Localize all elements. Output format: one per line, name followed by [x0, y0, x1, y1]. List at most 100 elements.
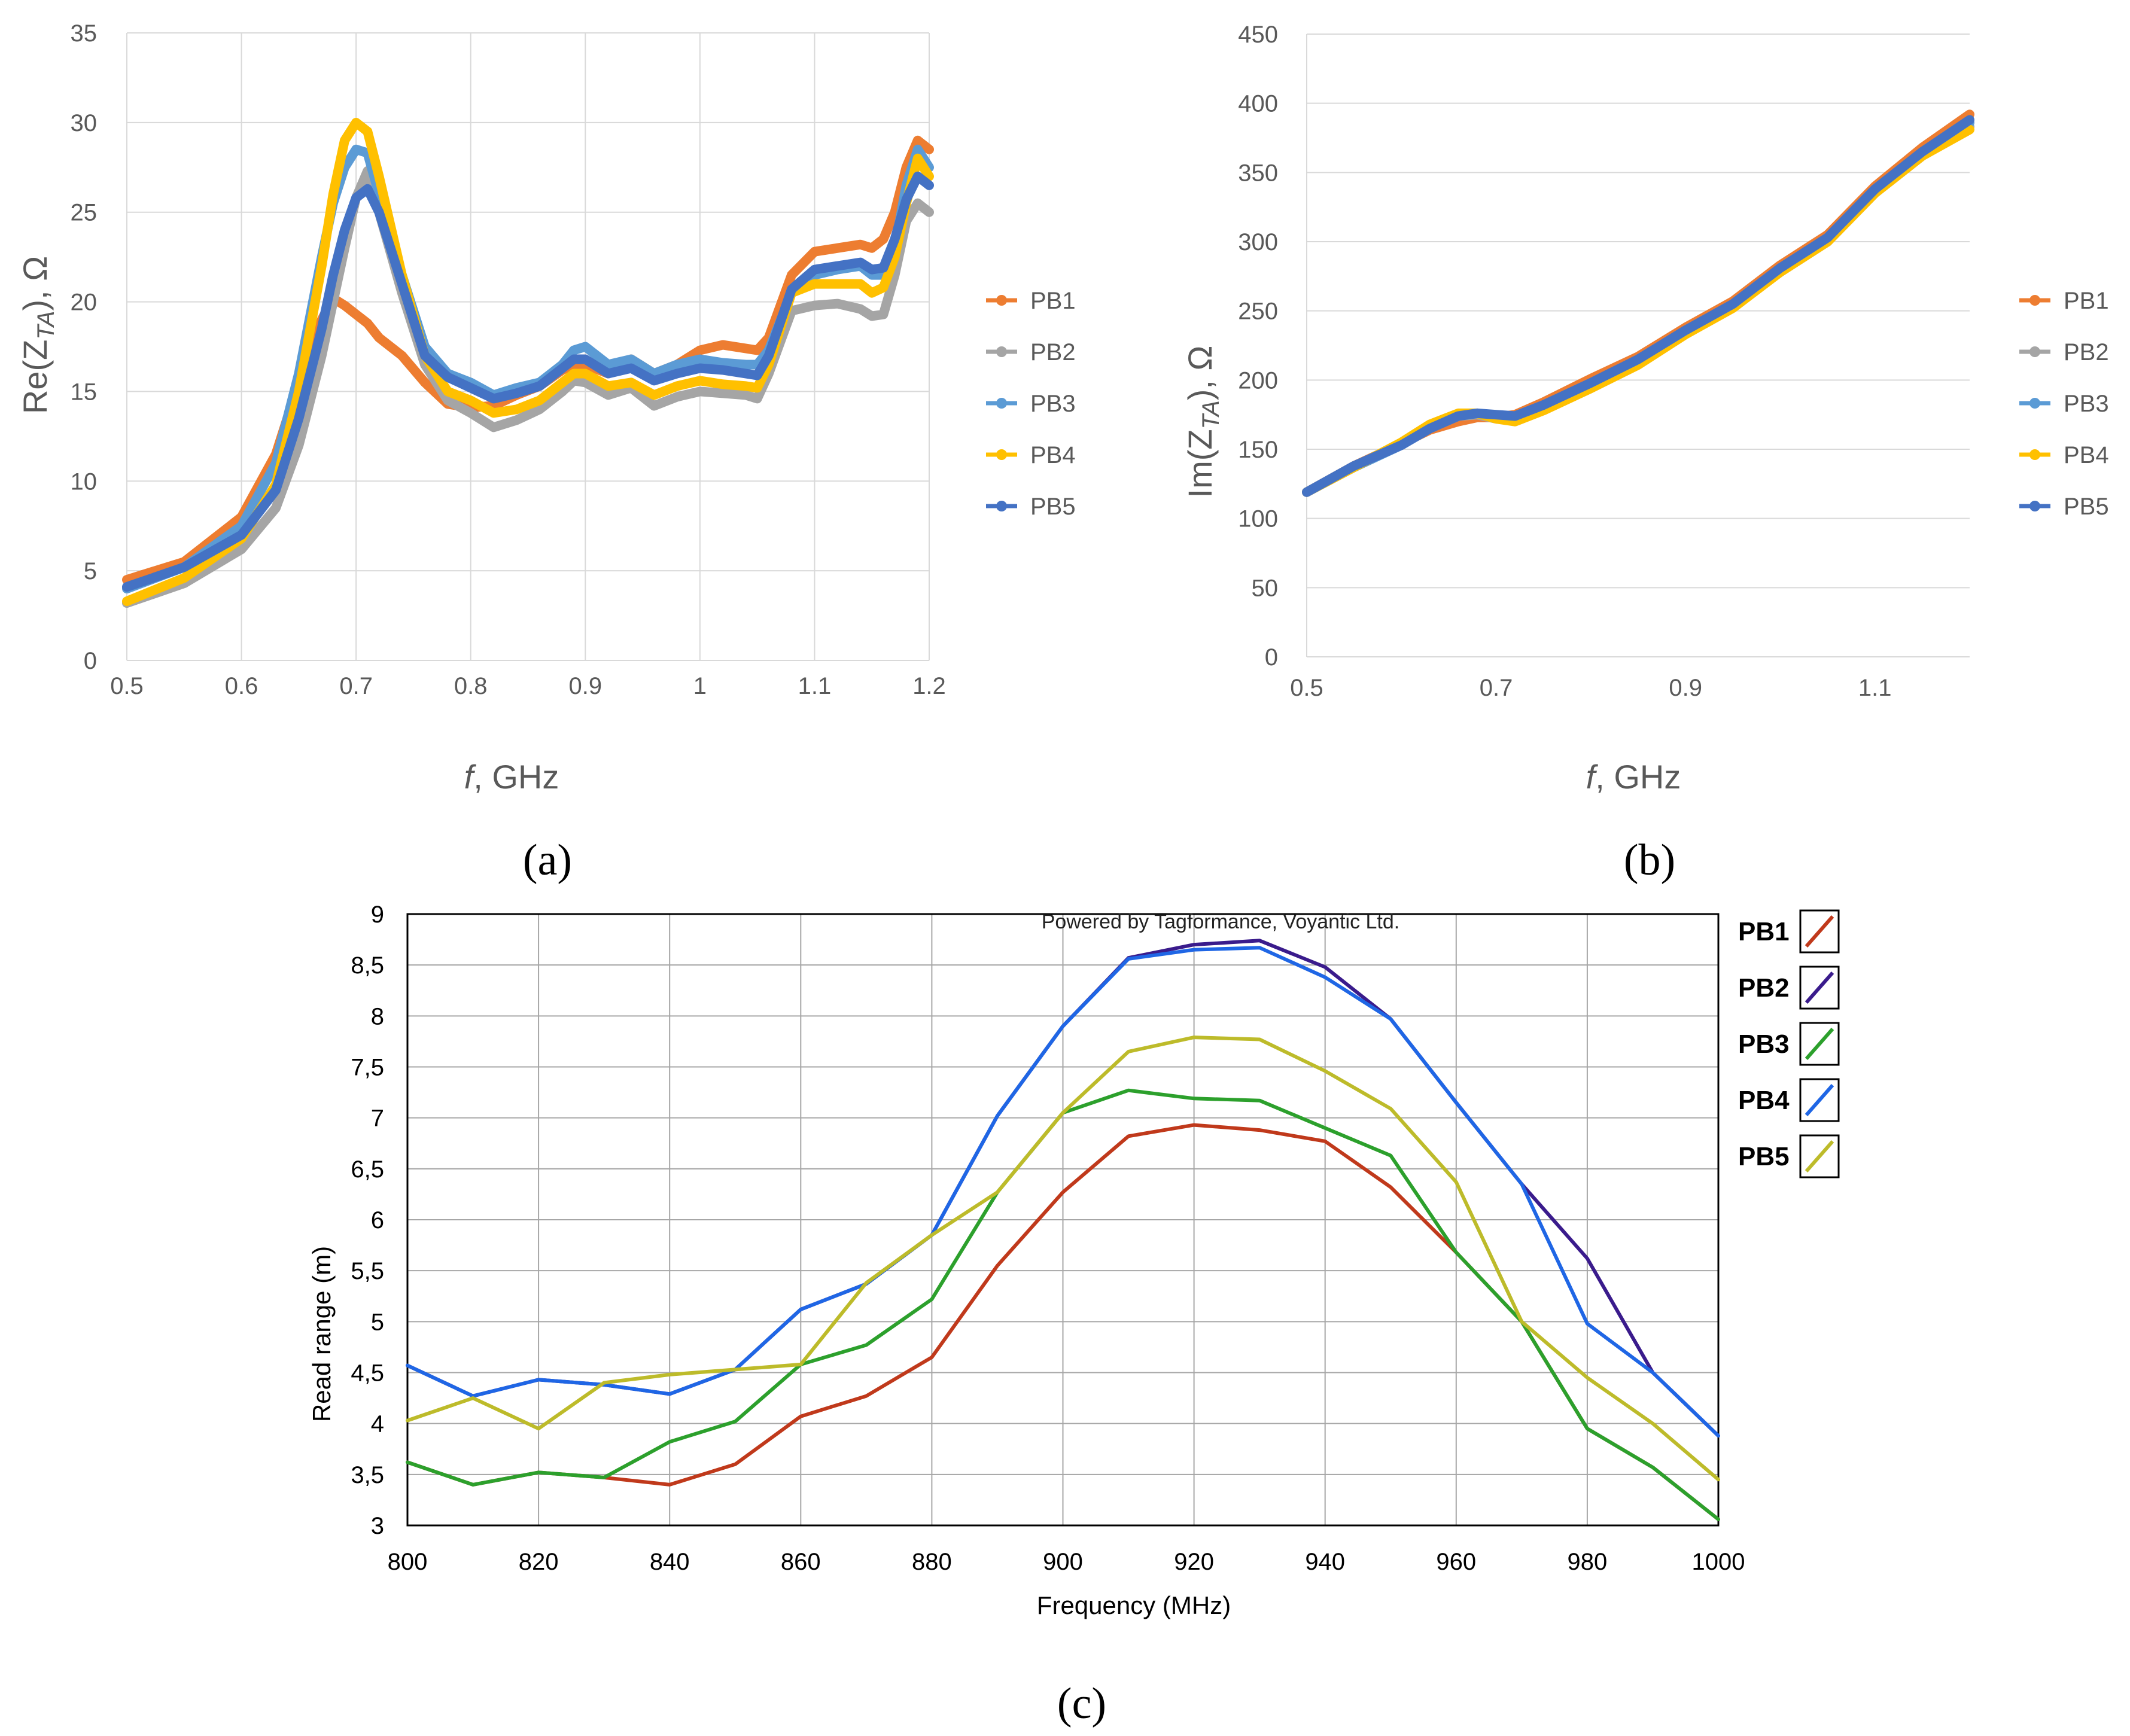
chart-b-y-tick-label: 100: [1238, 506, 1278, 532]
chart-a-y-tick-label: 35: [71, 20, 98, 47]
chart-c-plot-area: [406, 939, 1720, 1521]
chart-c-y-tick-label: 8: [371, 1003, 384, 1030]
chart-b-y-tick-label: 400: [1238, 91, 1278, 117]
chart-a-ylabel-post: ), Ω: [16, 256, 54, 311]
chart-b-y-axis-label: Im(ZTA), Ω: [1181, 346, 1224, 498]
chart-c-legend-swatch-pb5: [1805, 1140, 1834, 1172]
chart-b: 0.5 0.7 0.9 1.1050100150200250300350400450 …: [1181, 22, 2109, 885]
chart-a-legend-marker-pb5: [996, 501, 1007, 511]
chart-c-y-axis-label: Read range (m): [308, 1246, 336, 1422]
chart-c-legend-swatch-pb3: [1805, 1028, 1834, 1060]
chart-a-ylabel-sub: TA: [33, 311, 59, 340]
chart-b-legend-marker-pb3: [2029, 398, 2040, 409]
chart-c-series-pb4: [406, 946, 1720, 1438]
chart-a-grid: [126, 32, 930, 661]
chart-a-x-tick-label: 0.7: [339, 673, 373, 699]
chart-c-series-pb5: [406, 1035, 1720, 1482]
chart-a-y-tick-label: 5: [84, 558, 97, 584]
chart-b-legend-label-pb5: PB5: [2064, 494, 2109, 520]
chart-b-legend-label-pb4: PB4: [2064, 442, 2109, 468]
chart-a: 0.5 0.6 0.7 0.8 0.9 1 1.1 1.2 0 5 10 15 20 25 30 35 PB1…: [16, 20, 1076, 885]
chart-c-grid: [406, 913, 1720, 1527]
chart-b-grid: [1306, 33, 1970, 657]
chart-b-legend-label-pb3: PB3: [2064, 391, 2109, 417]
chart-a-legend-marker-pb1: [996, 295, 1007, 306]
chart-c-x-tick-label: 900: [1043, 1549, 1083, 1575]
chart-a-x-tick-label: 1: [693, 673, 707, 699]
chart-c-y-tick-label: 6: [371, 1207, 384, 1234]
chart-c-legend-label-pb3: PB3: [1738, 1030, 1790, 1059]
chart-a-legend-label-pb4: PB4: [1030, 442, 1076, 468]
chart-b-legend-label-pb1: PB1: [2064, 288, 2109, 314]
chart-a-legend-label-pb5: PB5: [1030, 494, 1076, 520]
chart-a-legend-label-pb1: PB1: [1030, 288, 1076, 314]
chart-c-y-tick-label: 4,5: [351, 1360, 384, 1387]
chart-c-legend-label-pb2: PB2: [1738, 973, 1790, 1003]
chart-a-x-tick-label: 0.5: [110, 673, 144, 699]
chart-b-plot-area: [1302, 109, 1974, 497]
chart-c-legend-swatch-pb2: [1805, 971, 1834, 1004]
chart-a-legend-label-pb2: PB2: [1030, 339, 1076, 366]
chart-a-y-tick-label: 25: [71, 200, 98, 226]
chart-c-x-tick-label: 940: [1305, 1549, 1345, 1575]
chart-c-y-tick-label: 8,5: [351, 952, 384, 979]
chart-a-legend-marker-pb3: [996, 398, 1007, 409]
chart-a-y-tick-label: 20: [71, 290, 98, 316]
chart-b-legend: PB1 PB2 PB3 PB4 PB5: [2019, 288, 2109, 520]
chart-a-x-tick-label: 0.6: [225, 673, 258, 699]
chart-a-y-axis-label: Re(ZTA), Ω: [16, 256, 59, 414]
chart-a-x-tick-label: 1.1: [798, 673, 832, 699]
chart-a-series-pb2: [122, 166, 934, 608]
chart-c-y-tick-label: 4: [371, 1411, 384, 1437]
chart-a-ylabel-pre: Re(Z: [16, 340, 54, 414]
chart-a-x-tick-label: 0.9: [568, 673, 602, 699]
chart-b-y-tick-label: 350: [1238, 160, 1278, 186]
chart-c-frame: [406, 913, 1720, 1527]
chart-a-series-pb4: [122, 117, 934, 607]
chart-a-y-tick-label: 15: [71, 379, 98, 405]
chart-c-legend-swatch-pb4: [1805, 1084, 1834, 1116]
chart-a-y-tick-label: 0: [84, 648, 97, 674]
chart-c-x-axis-label: Frequency (MHz): [1037, 1591, 1231, 1619]
chart-b-y-tick-label: 150: [1238, 437, 1278, 463]
chart-c-x-tick-label: 980: [1568, 1549, 1608, 1575]
chart-c-credit: Powered by Tagformance, Voyantic Ltd.: [1042, 910, 1400, 933]
chart-c: 800 820 840 860 880 900 920 940 960 980 1000 3 3,5 4 4…: [308, 901, 1840, 1728]
chart-b-series-pb5: [1302, 115, 1974, 497]
chart-b-ylabel-pre: Im(Z: [1181, 429, 1219, 498]
chart-b-legend-label-pb2: PB2: [2064, 339, 2109, 366]
chart-a-panel-label: (a): [523, 836, 572, 885]
chart-c-y-tick-label: 7: [371, 1105, 384, 1132]
chart-b-ylabel-sub: TA: [1198, 400, 1224, 429]
chart-c-legend-label-pb4: PB4: [1738, 1086, 1790, 1115]
chart-c-x-tick-label: 840: [650, 1549, 690, 1575]
chart-b-x-tick-label: 0.5: [1290, 675, 1323, 701]
chart-c-x-tick-label: 880: [912, 1549, 952, 1575]
chart-b-y-tick-label: 50: [1252, 575, 1279, 601]
chart-a-legend-label-pb3: PB3: [1030, 391, 1076, 417]
chart-c-y-tick-label: 3: [371, 1513, 384, 1539]
chart-b-x-axis-label: f, GHz: [1586, 758, 1681, 796]
chart-a-plot-area: [122, 117, 934, 608]
chart-a-legend-marker-pb4: [996, 449, 1007, 460]
chart-a-x-axis-label: f, GHz: [464, 758, 559, 796]
chart-c-legend-label-pb1: PB1: [1738, 917, 1790, 946]
chart-b-legend-marker-pb1: [2029, 295, 2040, 306]
chart-b-y-tick-label: 0: [1265, 644, 1278, 671]
chart-a-legend-marker-pb2: [996, 346, 1007, 357]
chart-c-x-tick-label: 920: [1174, 1549, 1214, 1575]
chart-a-series-pb1: [122, 135, 934, 585]
chart-a-ticks: 0.5 0.6 0.7 0.8 0.9 1 1.1 1.2 0 5 10 15 20 25 30 35: [71, 20, 946, 699]
chart-c-y-tick-label: 9: [371, 901, 384, 928]
chart-a-xlabel-rest: , GHz: [473, 758, 559, 796]
chart-c-ticks: 800 820 840 860 880 900 920 940 960 980 1000 3 3,5 4 4…: [351, 901, 1745, 1575]
chart-b-xlabel-rest: , GHz: [1595, 758, 1681, 796]
chart-b-y-tick-label: 450: [1238, 22, 1278, 48]
chart-b-ylabel-post: ), Ω: [1181, 346, 1219, 401]
chart-c-x-tick-label: 960: [1436, 1549, 1476, 1575]
chart-b-legend-marker-pb4: [2029, 449, 2040, 460]
chart-c-panel-label: (c): [1057, 1679, 1106, 1728]
chart-b-legend-marker-pb5: [2029, 501, 2040, 511]
chart-b-y-tick-label: 250: [1238, 299, 1278, 325]
